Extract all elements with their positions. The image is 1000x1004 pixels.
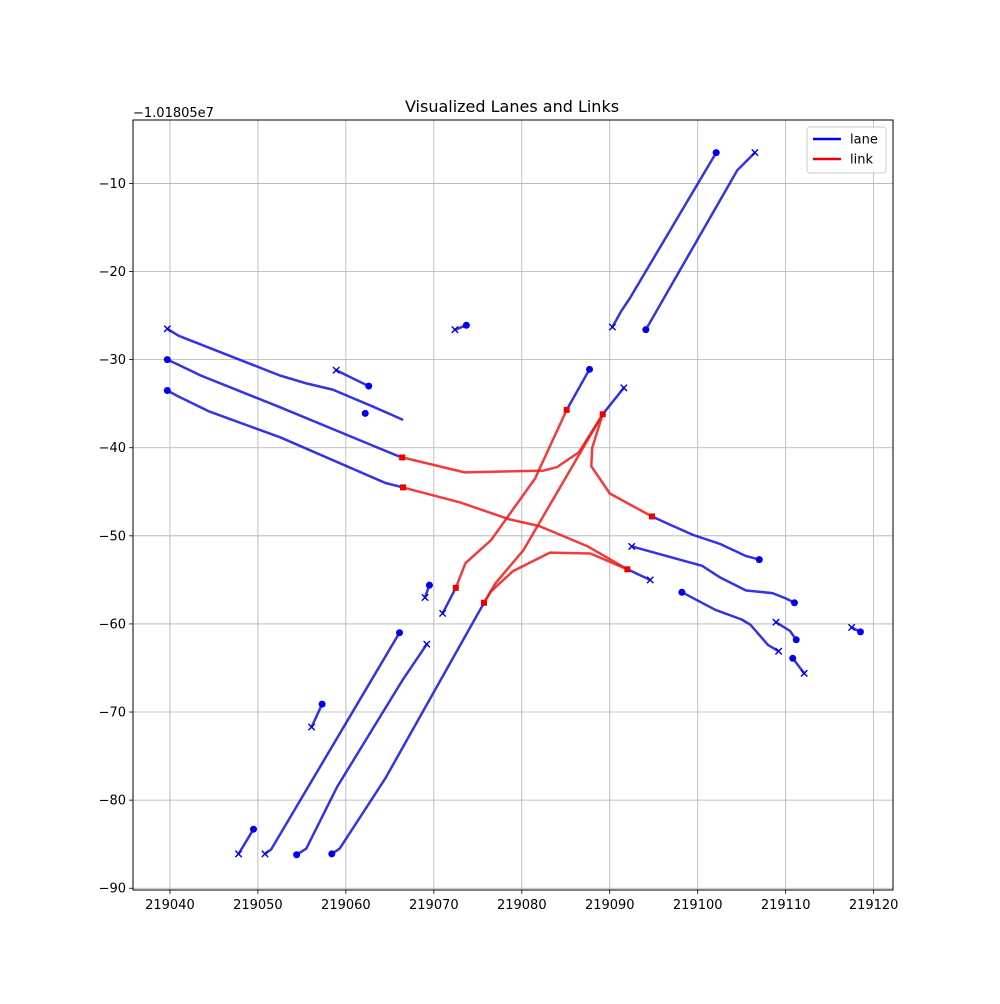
x-tick-label: 219080: [497, 898, 547, 913]
link-marker: [648, 513, 655, 520]
lane-end-marker: [163, 325, 172, 333]
link-marker: [452, 584, 459, 591]
lane-line: [310, 702, 324, 729]
lane-line: [630, 545, 796, 605]
lane-start-marker: [328, 850, 336, 858]
lane-line: [441, 586, 458, 615]
link-marker: [599, 411, 606, 418]
lane-start-marker: [163, 356, 171, 364]
x-tick-label: 219050: [233, 898, 283, 913]
link-line: [454, 408, 568, 590]
plot-area: [163, 148, 864, 859]
lane-start-marker: [642, 326, 650, 334]
lane-end-marker: [234, 850, 243, 858]
lane-end-marker: [772, 618, 780, 626]
legend: lane link: [806, 126, 887, 174]
y-tick-label: −60: [99, 617, 126, 632]
link-line: [482, 551, 629, 605]
x-tick-label: 219040: [145, 898, 195, 913]
lane-end-marker: [628, 542, 636, 551]
x-tick-label: 219120: [849, 898, 899, 913]
lane-end-marker: [800, 669, 808, 677]
lane-line: [774, 620, 798, 642]
lane-start-marker: [318, 700, 326, 708]
lane-end-marker: [332, 366, 340, 374]
lane-start-marker: [365, 382, 373, 390]
lane-start-marker: [586, 365, 594, 373]
plot-frame: [132, 119, 894, 891]
lane-line: [166, 327, 404, 421]
grid: [133, 120, 893, 890]
y-tick-label: −30: [99, 353, 126, 368]
lane-start-marker: [790, 599, 798, 607]
y-offset-label: −1.01805e7: [133, 106, 214, 121]
lane-end-marker: [451, 325, 459, 334]
link-marker: [480, 599, 487, 606]
y-tick-label: −10: [99, 177, 126, 192]
legend-label-lane: lane: [850, 133, 878, 148]
lane-line: [237, 827, 255, 856]
x-tick-label: 219070: [409, 898, 459, 913]
lane-start-marker: [425, 581, 433, 589]
lane-start-marker: [462, 321, 470, 329]
lane-end-marker: [307, 723, 316, 731]
lane-start-marker: [712, 149, 720, 157]
lane-end-marker: [608, 323, 617, 331]
lane-start-marker: [789, 654, 797, 662]
link-marker: [399, 454, 406, 461]
lane-line: [644, 151, 757, 331]
lane-end-marker: [620, 384, 628, 392]
x-tick-label: 219100: [673, 898, 723, 913]
lane-start-marker: [293, 851, 301, 859]
y-tick-label: −80: [99, 794, 126, 809]
link-line: [401, 486, 629, 571]
lane-end-marker: [646, 576, 654, 584]
lane-end-marker: [423, 640, 431, 648]
y-tick-label: −40: [99, 441, 126, 456]
lane-start-marker: [856, 628, 864, 636]
lane-start-marker: [361, 409, 369, 417]
lane-line: [334, 368, 370, 388]
lane-end-marker: [847, 623, 856, 632]
lane-end-marker: [421, 593, 429, 602]
lane-line: [330, 601, 486, 856]
link-line: [590, 413, 654, 518]
lane-end-marker: [751, 148, 759, 157]
chart-title: Visualized Lanes and Links: [405, 97, 619, 116]
lane-end-marker: [438, 609, 447, 618]
lane-line: [295, 642, 429, 857]
lane-line: [626, 568, 652, 582]
x-tick-label: 219110: [761, 898, 811, 913]
y-tick-label: −20: [99, 265, 126, 280]
lane-start-marker: [755, 556, 763, 564]
lane-start-marker: [678, 588, 686, 596]
lane-line: [166, 358, 403, 459]
lane-start-marker: [250, 825, 258, 833]
lane-end-marker: [261, 850, 269, 858]
y-tick-label: −70: [99, 706, 126, 721]
lane-line: [650, 515, 761, 561]
x-tick-label: 219090: [585, 898, 635, 913]
lane-line: [565, 368, 591, 412]
lane-end-marker: [774, 647, 783, 655]
legend-label-link: link: [850, 153, 873, 168]
link-marker: [624, 566, 631, 573]
lane-line: [611, 151, 718, 329]
lane-line: [166, 389, 405, 489]
lane-start-marker: [396, 629, 404, 637]
y-tick-label: −50: [99, 529, 126, 544]
y-tick-label: −90: [99, 882, 126, 897]
lane-line: [680, 590, 780, 653]
lane-start-marker: [163, 386, 171, 394]
link-marker: [563, 406, 570, 413]
axes: 219040 219050 219060 219070 219080 219090 2191…: [99, 119, 899, 913]
x-tick-label: 219060: [321, 898, 371, 913]
link-marker: [400, 484, 407, 491]
lane-start-marker: [792, 636, 800, 644]
lane-line: [601, 386, 626, 416]
